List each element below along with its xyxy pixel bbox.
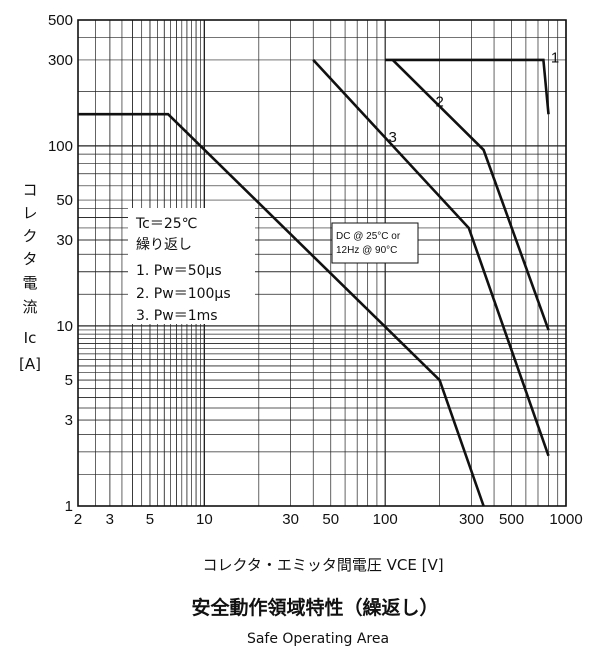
annotation-line: 12Hz @ 90°C (336, 245, 397, 256)
legend-entry: 1. Pw＝50μs (136, 263, 222, 279)
x-tick-labels: 2 3 5 10 30 50 100 300 500 1000 (74, 511, 583, 528)
x-tick-label: 3 (106, 511, 114, 528)
y-label-char: ク (22, 227, 37, 245)
annotation-box (331, 222, 419, 264)
legend-entry: Tc＝25℃ (135, 216, 197, 232)
annotation: DC @ 25°C or 12Hz @ 90°C (331, 222, 419, 264)
y-tick-label: 10 (56, 318, 73, 335)
series-group: 1 2 3 (78, 50, 559, 507)
legend-box (128, 208, 255, 324)
y-tick-label: 30 (56, 232, 73, 249)
y-label-char: [A] (19, 355, 41, 373)
series-line-2 (391, 58, 550, 331)
series-label: 1 (551, 50, 559, 67)
x-tick-label: 300 (459, 511, 484, 528)
y-tick-label: 5 (65, 372, 73, 389)
y-tick-label: 3 (65, 412, 73, 429)
x-tick-label: 50 (322, 511, 339, 528)
y-label-char: 電 (22, 274, 37, 292)
y-label-char: レ (22, 204, 37, 222)
x-tick-label: 1000 (549, 511, 582, 528)
legend: Tc＝25℃ 繰り返し 1. Pw＝50μs 2. Pw＝100μs 3. Pw… (128, 208, 255, 324)
chart-subtitle: Safe Operating Area (247, 631, 389, 647)
series-line-limit (78, 112, 485, 507)
plot-frame (77, 19, 567, 507)
legend-entry: 2. Pw＝100μs (136, 286, 231, 302)
legend-entry: 3. Pw＝1ms (136, 308, 218, 324)
annotation-line: DC @ 25°C or (336, 231, 401, 242)
y-tick-label: 300 (48, 52, 73, 69)
x-tick-label: 5 (146, 511, 154, 528)
y-tick-label: 50 (56, 192, 73, 209)
series-line-1 (385, 58, 550, 115)
x-tick-label: 500 (499, 511, 524, 528)
y-label-char: タ (22, 250, 37, 268)
legend-entry: 繰り返し (136, 237, 192, 253)
y-tick-labels: 1 3 5 10 30 50 100 300 500 (48, 12, 73, 515)
y-label-char: 流 (22, 298, 37, 316)
plot-border (77, 19, 567, 507)
x-axis-label: コレクタ・エミッタ間電圧 VCE [V] (202, 556, 443, 574)
series-label: 3 (389, 129, 397, 146)
grid (77, 19, 567, 507)
series-line-3 (312, 59, 550, 457)
x-tick-label: 30 (282, 511, 299, 528)
x-tick-label: 100 (373, 511, 398, 528)
y-tick-label: 100 (48, 138, 73, 155)
x-tick-label: 10 (196, 511, 213, 528)
y-label-char: コ (22, 181, 37, 199)
x-tick-label: 2 (74, 511, 82, 528)
series-label: 2 (435, 94, 443, 111)
y-label-char: Ic (24, 329, 37, 347)
y-tick-label: 1 (65, 498, 73, 515)
chart-title: 安全動作領域特性（繰返し） (191, 596, 438, 619)
y-tick-label: 500 (48, 12, 73, 29)
